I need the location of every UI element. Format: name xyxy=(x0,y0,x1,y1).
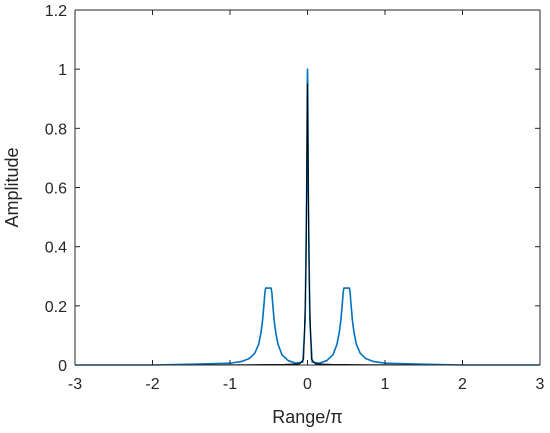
x-tick-label: -2 xyxy=(145,376,159,393)
y-tick-label: 0 xyxy=(58,358,67,375)
x-tick-label: 1 xyxy=(381,376,390,393)
x-tick-label: -1 xyxy=(223,376,237,393)
y-tick-label: 0.2 xyxy=(45,299,67,316)
x-axis-label: Range/π xyxy=(272,407,342,427)
y-tick-label: 0.4 xyxy=(45,240,67,257)
y-tick-label: 1 xyxy=(58,62,67,79)
series-line-1 xyxy=(75,68,540,366)
x-tick-label: 3 xyxy=(536,376,545,393)
x-tick-labels: -3 -2 -1 0 1 2 3 xyxy=(68,376,545,393)
y-axis-label: Amplitude xyxy=(2,147,22,227)
x-tick-label: -3 xyxy=(68,376,82,393)
y-tick-labels: 0 0.2 0.4 0.6 0.8 1 1.2 xyxy=(45,3,67,375)
y-tick-label: 1.2 xyxy=(45,3,67,20)
axes xyxy=(74,9,541,366)
y-tick-label: 0.6 xyxy=(45,181,67,198)
y-tick-label: 0.8 xyxy=(45,121,67,138)
x-tick-label: 0 xyxy=(303,376,312,393)
x-tick-label: 2 xyxy=(458,376,467,393)
